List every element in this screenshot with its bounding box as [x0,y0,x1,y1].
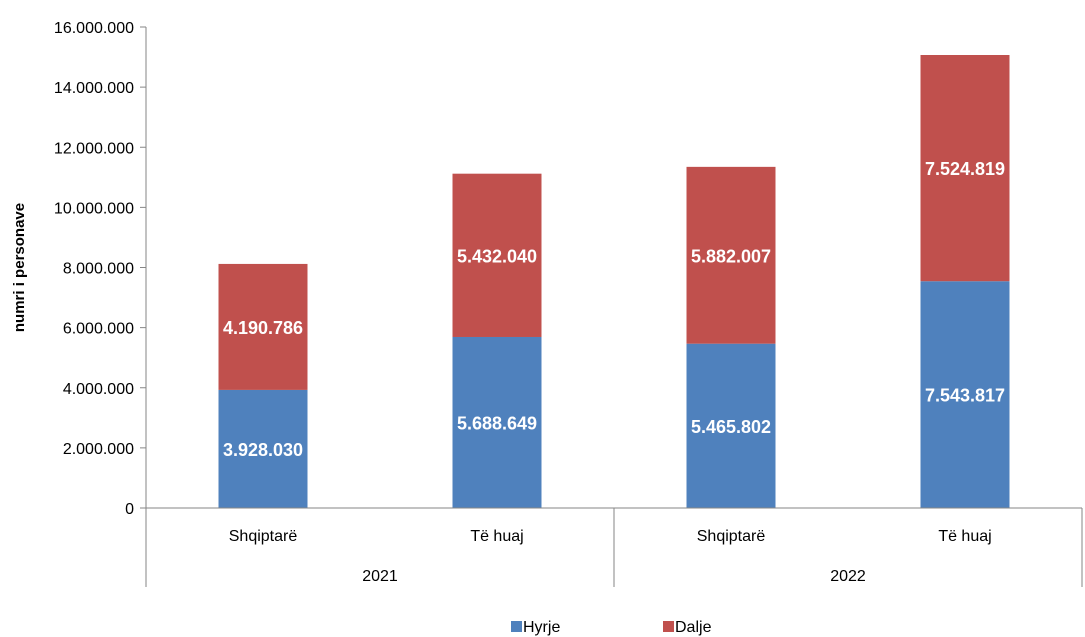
legend: Hyrje Dalje [511,619,712,636]
data-label: 7.543.817 [925,386,1005,406]
data-label: 7.524.819 [925,159,1005,179]
y-axis-title-group: numri i personave [11,203,28,332]
data-label: 5.688.649 [457,413,537,433]
data-label: 5.432.040 [457,246,537,266]
bar-dalje-1 [452,173,542,337]
y-tick-label: 14.000.000 [54,80,134,97]
bar-dalje-2 [686,166,776,344]
y-tick-label: 6.000.000 [63,321,134,338]
legend-swatch-hyrje [511,621,522,632]
y-tick-label: 10.000.000 [54,200,134,217]
bar-dalje-3 [920,54,1010,282]
legend-label: Dalje [675,619,712,636]
bar-hyrje-0 [218,389,308,508]
bar-hyrje-2 [686,343,776,508]
bar-dalje-0 [218,263,308,390]
x-group-label: 2022 [830,568,866,585]
data-label: 5.465.802 [691,417,771,437]
data-label: 3.928.030 [223,440,303,460]
y-tick-label: 4.000.000 [63,381,134,398]
x-group-label: 2021 [362,568,398,585]
x-axis: Shqiptarë Të huaj Shqiptarë Të huaj 2021 2022 [145,507,1083,587]
bar-hyrje-1 [452,336,542,508]
y-tick-label: 8.000.000 [63,261,134,278]
x-category-label: Të huaj [938,528,991,545]
y-tick-label: 16.000.000 [54,20,134,37]
y-tick-label: 0 [125,501,134,518]
x-category-label: Të huaj [470,528,523,545]
x-category-label: Shqiptarë [229,528,298,545]
bars: 3.928.030 4.190.786 5.688.649 5.432.040 5.46… [218,54,1010,508]
x-category-label: Shqiptarë [697,528,766,545]
data-label: 4.190.786 [223,318,303,338]
y-axis-title: numri i personave [11,203,28,332]
legend-swatch-dalje [663,621,674,632]
y-tick-label: 2.000.000 [63,441,134,458]
y-axis: 0 2.000.000 4.000.000 6.000.000 8.000.000 10.… [54,20,147,518]
y-tick-label: 12.000.000 [54,140,134,157]
legend-label: Hyrje [523,619,560,636]
bar-hyrje-3 [920,281,1010,508]
data-label: 5.882.007 [691,246,771,266]
